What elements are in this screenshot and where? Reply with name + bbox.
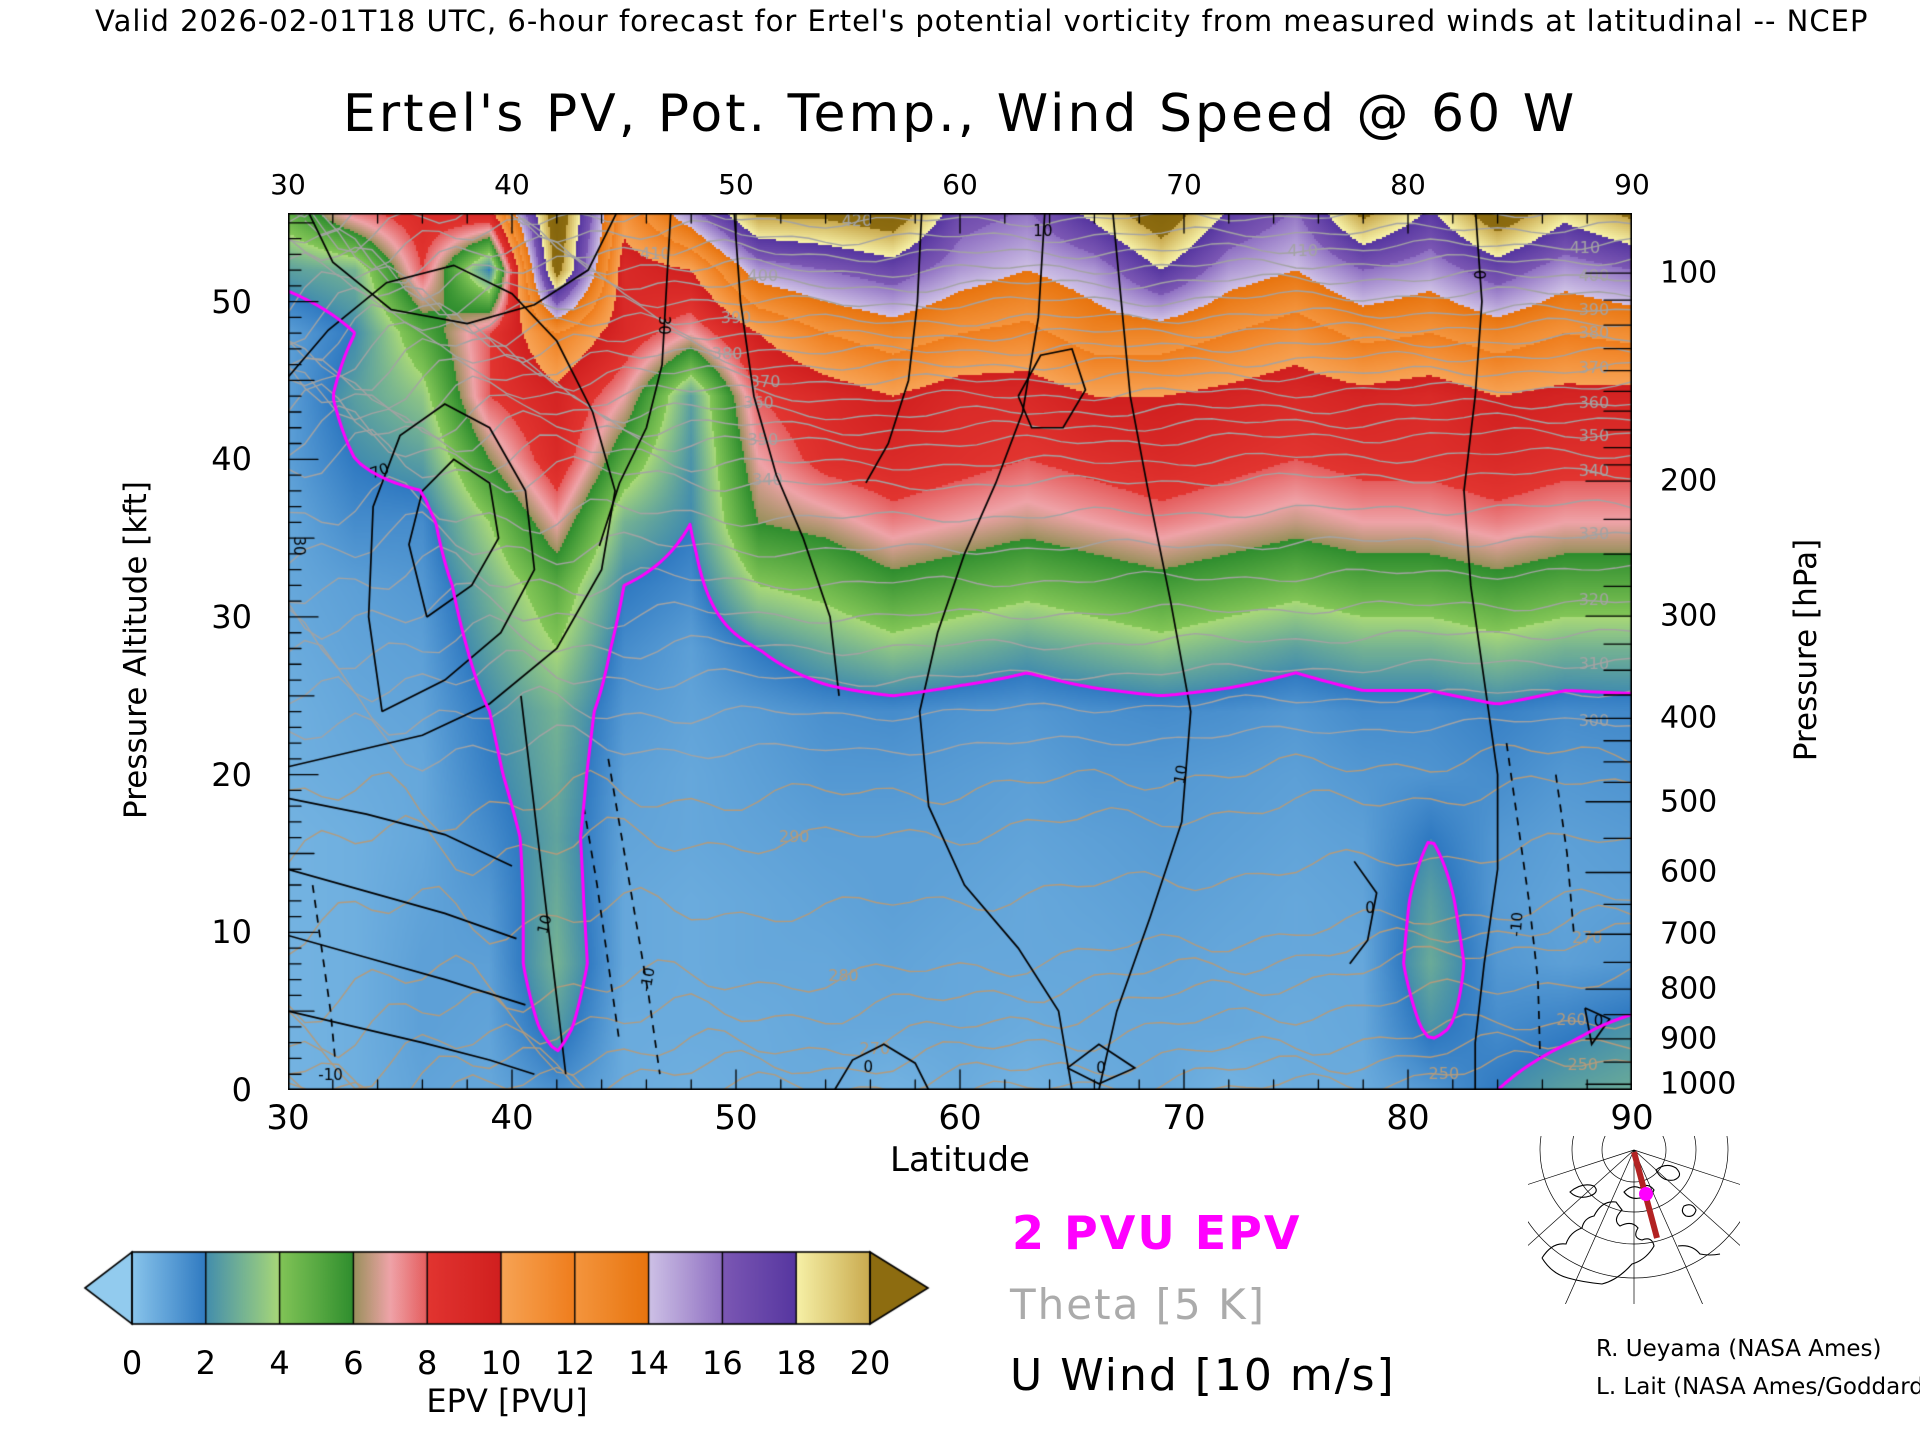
lat-tick-bottom-60: 60 xyxy=(938,1098,982,1138)
alt-tick-50: 50 xyxy=(211,282,252,321)
hpa-tick-200: 200 xyxy=(1660,463,1718,499)
hpa-tick-800: 800 xyxy=(1660,971,1718,1007)
lat-tick-top-40: 40 xyxy=(494,168,530,201)
lat-tick-top-70: 70 xyxy=(1166,168,1202,201)
cb-tick-20: 20 xyxy=(849,1344,891,1382)
cb-tick-4: 4 xyxy=(269,1344,290,1382)
hpa-tick-1000: 1000 xyxy=(1660,1066,1737,1102)
cb-tick-6: 6 xyxy=(343,1344,364,1382)
legend-u-wind: U Wind [10 m/s] xyxy=(1010,1350,1396,1401)
lat-tick-bottom-80: 80 xyxy=(1386,1098,1430,1138)
alt-tick-0: 0 xyxy=(231,1071,252,1109)
right-axis-title: Pressure [hPa] xyxy=(1788,538,1824,762)
hpa-tick-100: 100 xyxy=(1660,255,1718,291)
lat-tick-bottom-40: 40 xyxy=(490,1098,534,1138)
lat-tick-bottom-50: 50 xyxy=(714,1098,758,1138)
lat-tick-bottom-70: 70 xyxy=(1162,1098,1206,1138)
hpa-tick-600: 600 xyxy=(1660,854,1718,890)
hpa-tick-900: 900 xyxy=(1660,1021,1718,1057)
page-title: Ertel's PV, Pot. Temp., Wind Speed @ 60 … xyxy=(342,84,1578,144)
cb-tick-10: 10 xyxy=(480,1344,522,1382)
legend-2pvu-epv: 2 PVU EPV xyxy=(1012,1206,1302,1260)
cb-tick-18: 18 xyxy=(775,1344,817,1382)
alt-tick-20: 20 xyxy=(211,755,252,794)
lat-tick-top-80: 80 xyxy=(1390,168,1426,201)
hpa-tick-500: 500 xyxy=(1660,784,1718,820)
cb-tick-14: 14 xyxy=(628,1344,669,1382)
lat-tick-top-60: 60 xyxy=(942,168,978,201)
validity-header: Valid 2026-02-01T18 UTC, 6-hour forecast… xyxy=(95,4,1869,38)
location-dot xyxy=(1639,1187,1653,1201)
cb-tick-16: 16 xyxy=(702,1344,743,1382)
cb-tick-8: 8 xyxy=(417,1344,438,1382)
legend-theta: Theta [5 K] xyxy=(1010,1280,1267,1329)
colorbar-title: EPV [PVU] xyxy=(426,1382,588,1420)
x-axis-title: Latitude xyxy=(890,1140,1030,1180)
alt-tick-30: 30 xyxy=(211,597,252,636)
cross-section-plot xyxy=(288,213,1632,1090)
alt-tick-10: 10 xyxy=(211,913,252,952)
lat-tick-top-50: 50 xyxy=(718,168,754,201)
epv-colorbar xyxy=(60,1242,1020,1338)
lat-tick-bottom-90: 90 xyxy=(1610,1098,1654,1138)
cb-tick-2: 2 xyxy=(195,1344,216,1382)
lat-tick-bottom-30: 30 xyxy=(266,1098,310,1138)
lat-tick-top-90: 90 xyxy=(1614,168,1650,201)
cb-tick-0: 0 xyxy=(121,1344,143,1382)
cross-section-location-map xyxy=(1528,1136,1740,1304)
credit-line-1: R. Ueyama (NASA Ames) xyxy=(1596,1336,1882,1362)
lat-tick-top-30: 30 xyxy=(270,168,306,201)
epv-heatmap-canvas xyxy=(288,213,1632,1090)
left-axis-title: Pressure Altitude [kft] xyxy=(118,481,154,819)
alt-tick-40: 40 xyxy=(211,440,252,479)
map-coastlines xyxy=(1541,1164,1721,1285)
hpa-tick-700: 700 xyxy=(1660,916,1718,952)
credit-line-2: L. Lait (NASA Ames/Goddard) xyxy=(1596,1374,1920,1400)
cb-tick-12: 12 xyxy=(554,1344,596,1382)
hpa-tick-400: 400 xyxy=(1660,700,1718,736)
hpa-tick-300: 300 xyxy=(1660,598,1718,634)
